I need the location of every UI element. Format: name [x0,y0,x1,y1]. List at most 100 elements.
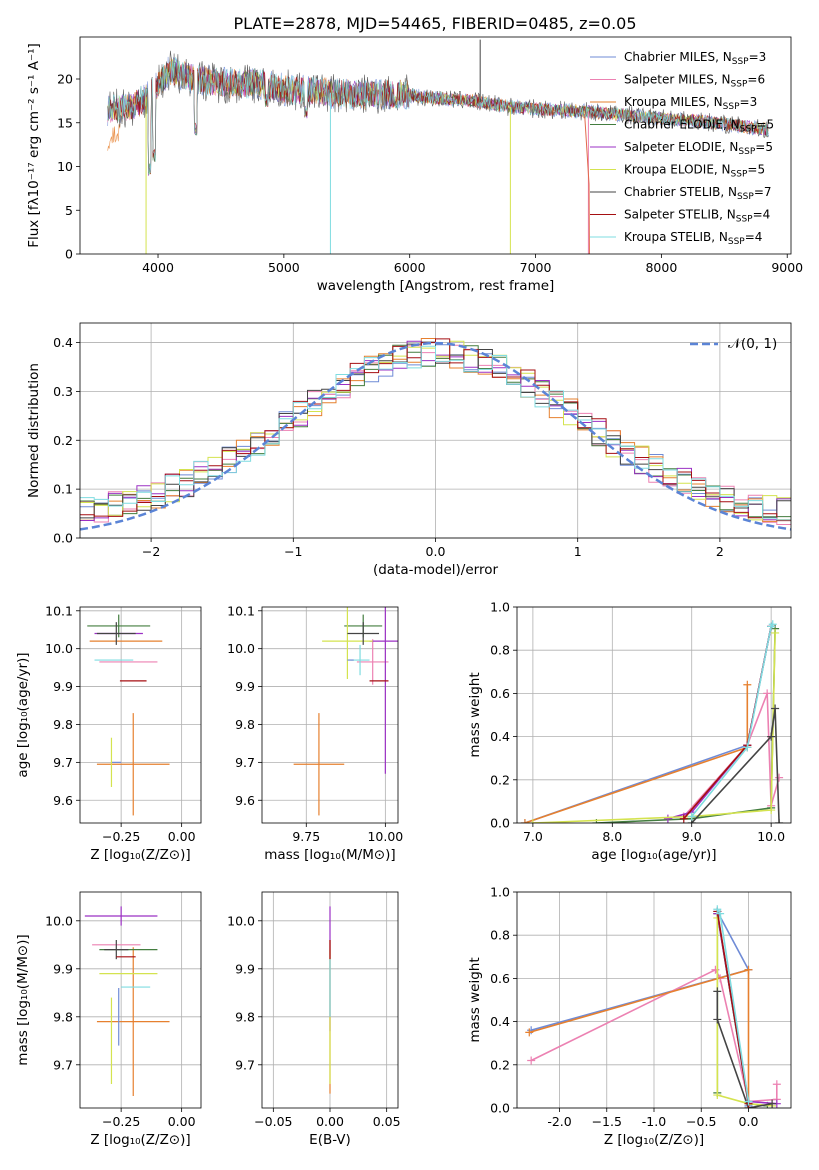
x-axis-label: E(B-V) [309,1132,351,1148]
y-tick-label: 0.2 [53,433,73,448]
axes-frame [261,891,399,1109]
x-axis-label: Z [log₁₀(Z/Z⊙)] [90,847,190,863]
y-tick-label: 10.0 [45,913,73,928]
legend-sub: SSP [731,170,748,180]
x-tick-label: −2 [142,544,160,559]
weight-marker [663,814,672,823]
weight-marker [713,905,722,914]
weight-marker [767,806,776,815]
panel-age-vs-mass: 9.75 10.00 9.6 9.7 9.8 9.9 10.0 10.1 mass [log₁₀… [227,603,403,863]
panel-mass-vs-Z: −0.25 0.00 9.7 9.8 9.9 10.0 Z [log₁₀(Z/Z⊙)] mas… [15,891,202,1148]
plot-area [107,39,769,254]
weight-line-0 [530,911,750,1106]
legend-n: =5 [747,163,765,177]
weight-line-4 [716,913,777,1105]
legend-name: Chabrier MILES, N [624,50,732,64]
x-tick-label: 5000 [268,260,300,275]
x-tick-label: 10.00 [367,829,403,844]
weight-line-2 [524,684,749,823]
y-tick-label: 0 [65,247,73,262]
weight-marker [528,819,537,823]
weight-marker [775,773,784,782]
plot-area [525,905,781,1108]
x-tick-label: −0.25 [102,1114,140,1129]
axes-frame [79,322,792,539]
x-axis-label: wavelength [Angstrom, rest frame] [317,278,555,294]
legend-label: Chabrier MILES, NSSP=3 [624,50,766,67]
x-tick-label: 0.0 [426,544,446,559]
plot-area [80,338,791,531]
x-tick-label: 7.0 [523,829,543,844]
x-tick-label: 9.0 [682,829,702,844]
y-tick-label: 9.9 [235,679,255,694]
weight-line-6 [716,991,773,1108]
weight-line-7 [683,626,772,820]
weight-marker [713,1015,722,1024]
x-tick-label: 1 [574,544,582,559]
weight-marker [763,689,772,698]
legend-label: Salpeter STELIB, NSSP=4 [624,208,770,225]
x-tick-label: -1.0 [642,1114,666,1129]
x-tick-label: 2 [716,544,724,559]
x-tick-label: −1 [284,544,302,559]
legend-label: Kroupa ELODIE, NSSP=5 [624,163,765,180]
legend-n: =7 [754,185,772,199]
legend-name: Chabrier STELIB, N [624,185,737,199]
y-tick-label: 9.8 [235,717,255,732]
axes-frame [79,36,792,255]
weight-marker [713,1091,722,1100]
y-axis-label: Flux [fλ10⁻¹⁷ erg cm⁻² s⁻¹ A⁻¹] [26,43,42,248]
x-tick-label: −1.5 [592,1114,622,1129]
axes-frame [79,891,202,1109]
weight-marker [775,819,784,823]
legend-name: Salpeter ELODIE, N [624,140,738,154]
x-tick-label: 10.0 [757,829,785,844]
spectrum-line-8 [107,57,769,176]
y-axis-label: mass weight [467,672,483,757]
legend-sub: SSP [736,215,753,225]
y-tick-label: 9.6 [235,793,255,808]
histogram-8 [80,345,791,521]
weight-marker [716,909,725,918]
y-axis-label: mass weight [467,957,483,1042]
weight-marker [687,812,696,821]
normal-curve [80,341,791,531]
y-tick-label: 10.0 [45,641,73,656]
panel-mass-vs-ebv: −0.05 0.00 0.05 9.7 9.8 9.9 10.0 E(B-V) [227,891,401,1148]
weight-marker [767,622,776,631]
legend-name: Kroupa STELIB, N [624,230,728,244]
plot-area [84,906,170,1096]
y-tick-label: 10 [57,159,73,174]
y-tick-label: 0.0 [490,816,510,831]
axes-frame [261,606,399,824]
y-tick-label: 0.0 [53,531,73,546]
panel-age-vs-Z: −0.25 0.00 9.6 9.7 9.8 9.9 10.0 10.1 Z [log₁₀(Z/… [15,603,202,863]
legend-sub: SSP [738,147,755,157]
legend-sub: SSP [723,102,740,112]
legend-sub: SSP [728,237,745,247]
y-tick-label: 0.6 [490,971,510,986]
y-tick-label: 0.2 [490,772,510,787]
legend-name: Salpeter MILES, N [624,73,731,87]
panel-spectrum: 4000 5000 6000 7000 8000 9000 0 5 10 15 20 waveleng… [26,36,803,294]
x-tick-label: 0.00 [316,1114,344,1129]
weight-marker [525,1028,534,1037]
axes-frame [516,891,792,1109]
legend-label: 𝒩(0, 1) [728,336,777,352]
legend-name: Kroupa ELODIE, N [624,163,731,177]
x-tick-label: 7000 [520,260,552,275]
weight-marker [768,1099,777,1108]
y-axis-label: mass [log₁₀(M/M⊙)] [15,934,31,1065]
histogram-7 [80,338,791,522]
x-axis-label: age [log₁₀(age/yr)] [591,847,716,863]
plot-area [520,620,784,823]
legend-name: Kroupa MILES, N [624,95,723,109]
y-tick-label: 0.3 [53,384,73,399]
weight-marker [527,1056,536,1065]
x-tick-label: −0.5 [686,1114,716,1129]
legend-label: Kroupa STELIB, NSSP=4 [624,230,762,247]
y-tick-label: 20 [57,72,73,87]
plot-area [87,614,170,816]
y-tick-label: 0.8 [490,928,510,943]
x-tick-label: 0.00 [168,829,196,844]
